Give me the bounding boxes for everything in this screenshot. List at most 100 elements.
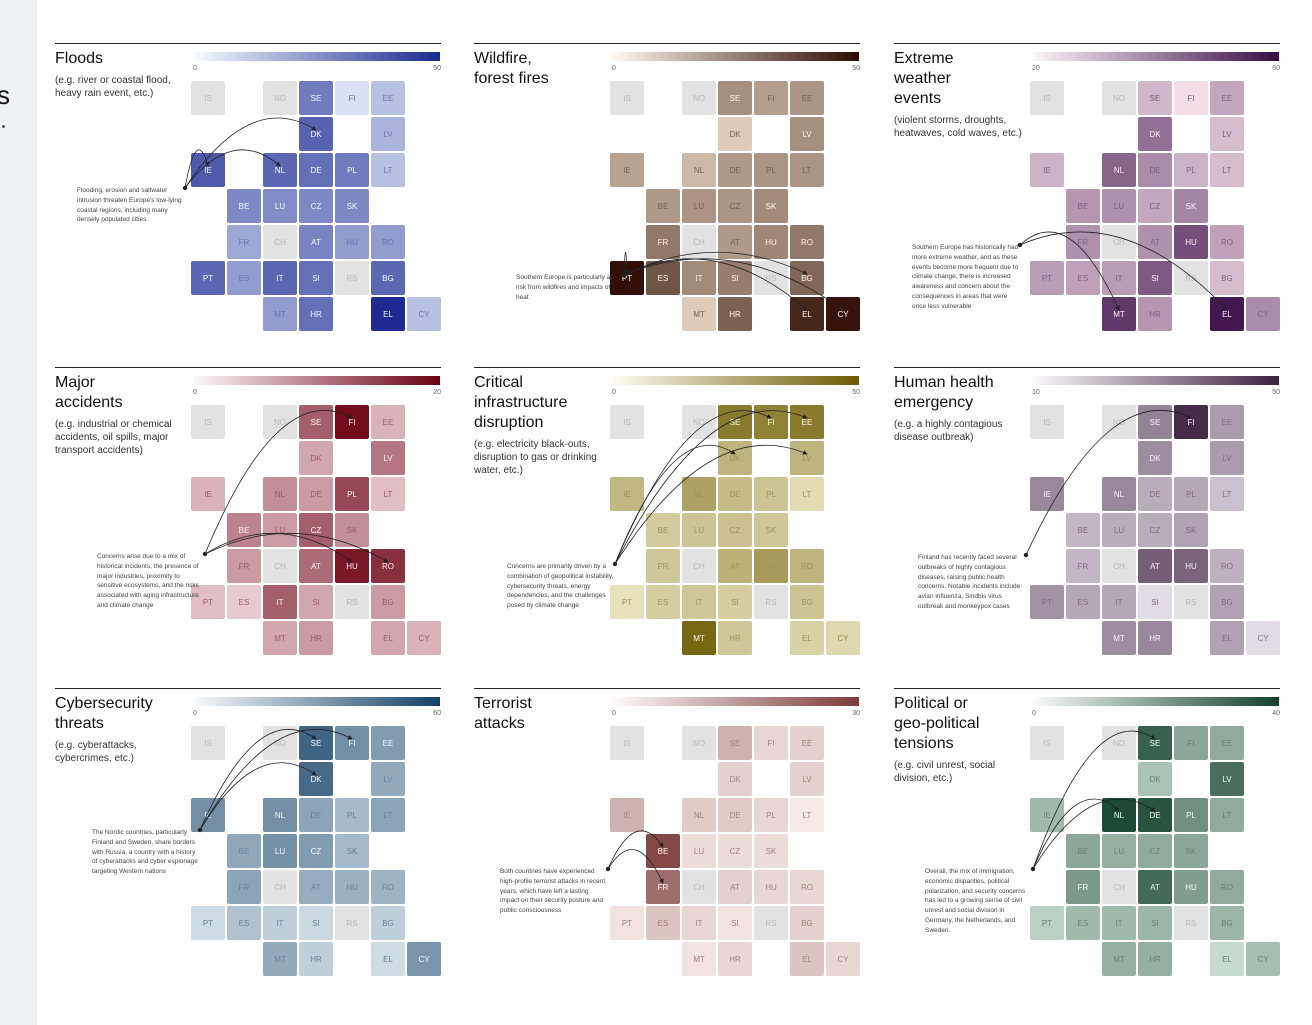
legend-min-label: 0 xyxy=(193,65,197,72)
country-tile-cz: CZ xyxy=(718,189,752,223)
panel-title-line: attacks xyxy=(474,715,525,732)
panel-title-line: Terrorist xyxy=(474,695,532,712)
country-tile-ie: IE xyxy=(1030,798,1064,832)
country-tile-lv: LV xyxy=(371,441,405,475)
country-tile-lt: LT xyxy=(371,477,405,511)
country-tile-nl: NL xyxy=(263,798,297,832)
country-tile-cz: CZ xyxy=(1138,834,1172,868)
panel-annotation: The Nordic countries, particularly Finla… xyxy=(92,829,198,876)
panel-annotation: Concerns arise due to a mix of historica… xyxy=(97,553,199,609)
country-tile-hr: HR xyxy=(1138,942,1172,976)
country-tile-pl: PL xyxy=(335,153,369,187)
country-tile-el: EL xyxy=(371,942,405,976)
country-tile-lv: LV xyxy=(790,117,824,151)
country-tile-fr: FR xyxy=(646,225,680,259)
country-tile-sk: SK xyxy=(754,189,788,223)
country-tile-cy: CY xyxy=(407,942,441,976)
country-tile-is: IS xyxy=(191,405,225,439)
country-tile-fi: FI xyxy=(754,726,788,760)
panel-title: Extreme weather events xyxy=(894,49,1024,109)
country-tile-be: BE xyxy=(646,189,680,223)
country-tile-is: IS xyxy=(191,81,225,115)
country-tile-de: DE xyxy=(718,153,752,187)
panel-subtitle: (e.g. cyberattacks, cybercrimes, etc.) xyxy=(55,740,137,764)
country-tile-hu: HU xyxy=(1174,870,1208,904)
country-tile-lv: LV xyxy=(1210,117,1244,151)
panel-title-line: Human health xyxy=(894,374,994,391)
country-tile-be: BE xyxy=(227,834,261,868)
country-tile-pl: PL xyxy=(1174,153,1208,187)
panel-terror: Terrorist attacks 0 30 IS NO SE FI EE DK LV IE NL DE P… xyxy=(474,688,860,992)
country-tile-ee: EE xyxy=(1210,405,1244,439)
country-tile-si: SI xyxy=(299,906,333,940)
country-tile-fi: FI xyxy=(1174,81,1208,115)
country-tile-ie: IE xyxy=(610,153,644,187)
country-tile-sk: SK xyxy=(1174,834,1208,868)
country-tile-is: IS xyxy=(1030,81,1064,115)
country-tile-pl: PL xyxy=(1174,477,1208,511)
country-tile-nl: NL xyxy=(1102,798,1136,832)
country-tile-fr: FR xyxy=(227,225,261,259)
country-tile-ch: CH xyxy=(263,870,297,904)
country-tile-mt: MT xyxy=(682,621,716,655)
country-tile-mt: MT xyxy=(682,297,716,331)
country-tile-ch: CH xyxy=(263,549,297,583)
country-tile-lu: LU xyxy=(682,189,716,223)
panel-title-line: forest fires xyxy=(474,70,549,87)
country-tile-ie: IE xyxy=(191,153,225,187)
panel-title-line: threats xyxy=(55,715,104,732)
panel-title-line: geo-political xyxy=(894,715,980,732)
legend-max-label: 50 xyxy=(852,65,860,72)
country-tile-rs: RS xyxy=(1174,261,1208,295)
panel-title-line: Wildfire, xyxy=(474,50,532,67)
country-tile-fi: FI xyxy=(1174,405,1208,439)
panel-health: Human health emergency (e.g. a highly cont… xyxy=(894,367,1280,671)
page-edge-dot xyxy=(2,125,5,128)
country-tile-no: NO xyxy=(682,81,716,115)
country-tile-bg: BG xyxy=(371,261,405,295)
panel-cyber: Cybersecurity threats (e.g. cyberattacks, … xyxy=(55,688,441,992)
legend-gradient-bar xyxy=(1032,697,1279,706)
panel-title-line: accidents xyxy=(55,394,123,411)
country-tile-nl: NL xyxy=(1102,477,1136,511)
country-tile-fr: FR xyxy=(646,870,680,904)
legend-min-label: 10 xyxy=(1032,389,1040,396)
country-tile-es: ES xyxy=(646,261,680,295)
country-tile-el: EL xyxy=(790,297,824,331)
country-tile-sk: SK xyxy=(754,513,788,547)
country-tile-is: IS xyxy=(1030,405,1064,439)
country-tile-be: BE xyxy=(1066,513,1100,547)
country-tile-cy: CY xyxy=(826,621,860,655)
country-tile-fr: FR xyxy=(1066,225,1100,259)
legend-gradient-bar xyxy=(193,376,440,385)
country-tile-at: AT xyxy=(1138,549,1172,583)
legend-min-label: 0 xyxy=(612,65,616,72)
country-tile-dk: DK xyxy=(718,441,752,475)
country-tile-ch: CH xyxy=(682,870,716,904)
country-tile-ee: EE xyxy=(790,81,824,115)
country-tile-pl: PL xyxy=(335,798,369,832)
country-tile-is: IS xyxy=(1030,726,1064,760)
country-tile-no: NO xyxy=(1102,81,1136,115)
country-tile-sk: SK xyxy=(1174,189,1208,223)
country-tile-lv: LV xyxy=(790,762,824,796)
country-tile-bg: BG xyxy=(790,906,824,940)
country-tile-hr: HR xyxy=(718,621,752,655)
panel-extreme: Extreme weather events (violent storms, dro… xyxy=(894,43,1280,347)
country-tile-lu: LU xyxy=(682,834,716,868)
country-tile-ee: EE xyxy=(371,405,405,439)
country-tile-es: ES xyxy=(646,906,680,940)
country-tile-at: AT xyxy=(299,225,333,259)
panel-title-line: infrastructure xyxy=(474,394,568,411)
legend-max-label: 50 xyxy=(852,389,860,396)
panel-subtitle: (violent storms, droughts, heatwaves, co… xyxy=(894,115,1022,139)
panel-annotation: Concerns are primarily driven by a combi… xyxy=(507,563,614,610)
country-tile-es: ES xyxy=(1066,261,1100,295)
country-tile-rs: RS xyxy=(335,585,369,619)
country-tile-be: BE xyxy=(646,513,680,547)
legend-max-label: 50 xyxy=(433,65,441,72)
country-tile-se: SE xyxy=(718,405,752,439)
panel-title-line: Critical xyxy=(474,374,523,391)
country-tile-ro: RO xyxy=(1210,870,1244,904)
panel-annotation: Southern Europe is particularly at risk … xyxy=(516,274,613,301)
